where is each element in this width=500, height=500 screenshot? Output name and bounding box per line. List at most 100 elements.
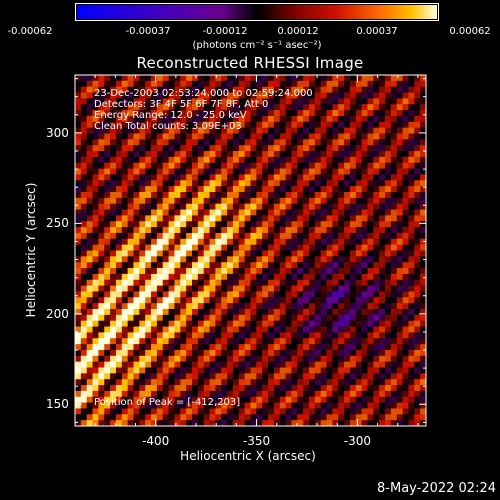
heatmap-cell — [320, 262, 327, 269]
heatmap-cell — [285, 338, 292, 345]
heatmap-cell — [127, 367, 134, 374]
heatmap-cell — [151, 303, 158, 310]
heatmap-cell — [373, 314, 380, 322]
heatmap-cell — [408, 279, 415, 286]
heatmap-cell — [402, 414, 409, 421]
heatmap-cell — [309, 385, 316, 392]
heatmap-cell — [156, 420, 164, 427]
heatmap-cell — [379, 115, 386, 123]
heatmap-cell — [314, 320, 322, 327]
heatmap-cell — [174, 92, 181, 99]
heatmap-cell — [262, 168, 269, 175]
heatmap-cell — [174, 151, 181, 158]
heatmap-cell — [221, 273, 228, 281]
heatmap-cell — [121, 145, 129, 152]
heatmap-cell — [414, 104, 421, 111]
heatmap-cell — [338, 250, 345, 257]
heatmap-cell — [326, 151, 333, 158]
heatmap-cell — [408, 186, 415, 193]
heatmap-cell — [291, 390, 298, 398]
heatmap-cell — [291, 121, 298, 129]
heatmap-cell — [215, 92, 222, 99]
heatmap-cell — [273, 209, 281, 216]
heatmap-cell — [314, 385, 322, 392]
heatmap-cell — [186, 379, 193, 386]
heatmap-cell — [127, 145, 134, 152]
heatmap-cell — [127, 402, 134, 409]
heatmap-cell — [127, 390, 134, 398]
heatmap-cell — [180, 180, 187, 187]
heatmap-cell — [268, 355, 275, 363]
heatmap-cell — [367, 232, 374, 240]
heatmap-cell — [285, 367, 292, 374]
heatmap-cell — [408, 385, 415, 392]
heatmap-cell — [203, 215, 210, 222]
heatmap-cell — [268, 203, 275, 210]
heatmap-cell — [168, 361, 175, 368]
heatmap-cell — [133, 338, 140, 345]
heatmap-cell — [232, 139, 240, 146]
heatmap-cell — [238, 385, 246, 392]
heatmap-cell — [215, 110, 222, 117]
heatmap-cell — [186, 303, 193, 310]
heatmap-cell — [121, 168, 129, 175]
heatmap-cell — [215, 338, 222, 345]
heatmap-cell — [86, 285, 93, 292]
heatmap-cell — [186, 104, 193, 111]
heatmap-cell — [192, 221, 199, 228]
heatmap-cell — [104, 168, 111, 175]
heatmap-cell — [238, 314, 246, 322]
heatmap-cell — [297, 127, 304, 134]
heatmap-cell — [420, 355, 427, 363]
heatmap-cell — [326, 414, 333, 421]
heatmap-cell — [244, 332, 251, 339]
heatmap-cell — [373, 121, 380, 129]
heatmap-cell — [332, 203, 339, 210]
heatmap-cell — [145, 355, 152, 363]
heatmap-cell — [285, 250, 292, 257]
heatmap-cell — [162, 349, 169, 357]
heatmap-cell — [174, 104, 181, 111]
heatmap-cell — [238, 156, 246, 164]
heatmap-cell — [320, 145, 327, 152]
heatmap-cell — [98, 408, 105, 415]
heatmap-cell — [420, 338, 427, 345]
heatmap-cell — [402, 232, 409, 240]
heatmap-cell — [361, 80, 368, 88]
heatmap-cell — [232, 361, 240, 368]
heatmap-cell — [355, 373, 363, 380]
heatmap-cell — [174, 344, 181, 351]
heatmap-cell — [303, 197, 310, 205]
heatmap-cell — [139, 203, 146, 210]
heatmap-cell — [174, 121, 181, 129]
heatmap-cell — [139, 297, 146, 304]
heatmap-cell — [215, 80, 222, 88]
heatmap-cell — [262, 232, 269, 240]
heatmap-cell — [192, 127, 199, 134]
heatmap-cell — [98, 227, 105, 234]
heatmap-cell — [402, 162, 409, 169]
heatmap-cell — [268, 326, 275, 333]
heatmap-cell — [110, 320, 117, 327]
heatmap-cell — [262, 320, 269, 327]
heatmap-cell — [133, 262, 140, 269]
heatmap-cell — [127, 174, 134, 181]
heatmap-cell — [355, 197, 363, 205]
heatmap-cell — [338, 408, 345, 415]
heatmap-cell — [414, 326, 421, 333]
heatmap-cell — [151, 256, 158, 263]
heatmap-cell — [349, 250, 357, 257]
heatmap-cell — [291, 355, 298, 363]
heatmap-cell — [209, 151, 216, 158]
heatmap-cell — [127, 151, 134, 158]
heatmap-cell — [156, 75, 164, 82]
heatmap-cell — [361, 361, 368, 368]
heatmap-cell — [110, 121, 117, 129]
heatmap-cell — [162, 168, 169, 175]
heatmap-cell — [238, 332, 246, 339]
heatmap-cell — [186, 373, 193, 380]
heatmap-cell — [156, 227, 164, 234]
heatmap-cell — [285, 414, 292, 421]
heatmap-cell — [162, 232, 169, 240]
heatmap-cell — [75, 162, 82, 169]
